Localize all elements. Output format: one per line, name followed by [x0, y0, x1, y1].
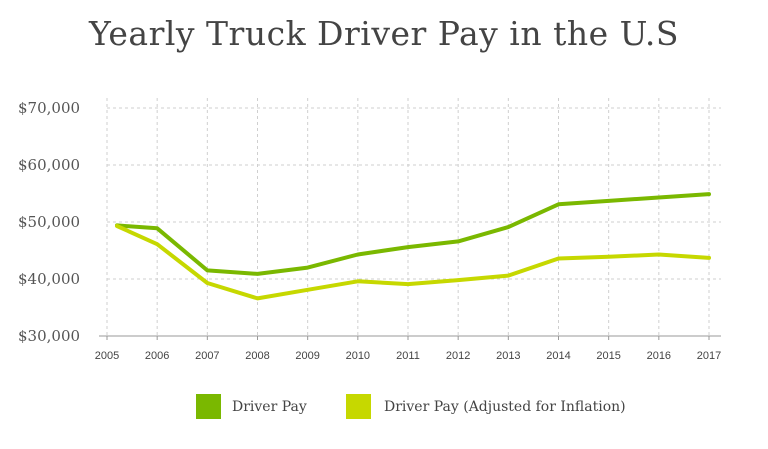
- series-line-2: [115, 224, 711, 301]
- chart-title: Yearly Truck Driver Pay in the U.S: [88, 14, 680, 53]
- y-tick-label: $50,000: [18, 213, 80, 231]
- legend-label-2: Driver Pay (Adjusted for Inflation): [384, 399, 626, 415]
- series-line-1: [115, 192, 711, 276]
- y-tick-label: $30,000: [18, 327, 80, 345]
- y-tick-label: $40,000: [18, 270, 80, 288]
- x-tick-label: 2013: [496, 350, 520, 362]
- y-tick-label: $60,000: [18, 156, 80, 174]
- x-tick-label: 2014: [546, 350, 570, 362]
- x-tick-label: 2010: [346, 350, 370, 362]
- x-tick-label: 2008: [245, 350, 269, 362]
- legend-label-1: Driver Pay: [232, 399, 307, 415]
- x-tick-label: 2011: [396, 350, 420, 362]
- x-tick-label: 2017: [697, 350, 721, 362]
- series-group: [115, 192, 711, 301]
- legend-swatch-2: [346, 394, 371, 419]
- x-tick-label: 2007: [195, 350, 219, 362]
- x-tick-label: 2009: [295, 350, 319, 362]
- y-tick-label: $70,000: [18, 99, 80, 117]
- legend-swatch-1: [196, 394, 221, 419]
- x-tick-label: 2005: [95, 350, 119, 362]
- axes: $70,000 $60,000 $50,000 $40,000 $30,000 2005 2…: [18, 99, 721, 362]
- x-tick-label: 2016: [647, 350, 671, 362]
- grid-lines: [106, 98, 721, 337]
- x-tick-label: 2012: [446, 350, 470, 362]
- legend: Driver Pay Driver Pay (Adjusted for Infla…: [196, 394, 626, 419]
- x-tick-label: 2006: [145, 350, 169, 362]
- x-tick-label: 2015: [596, 350, 620, 362]
